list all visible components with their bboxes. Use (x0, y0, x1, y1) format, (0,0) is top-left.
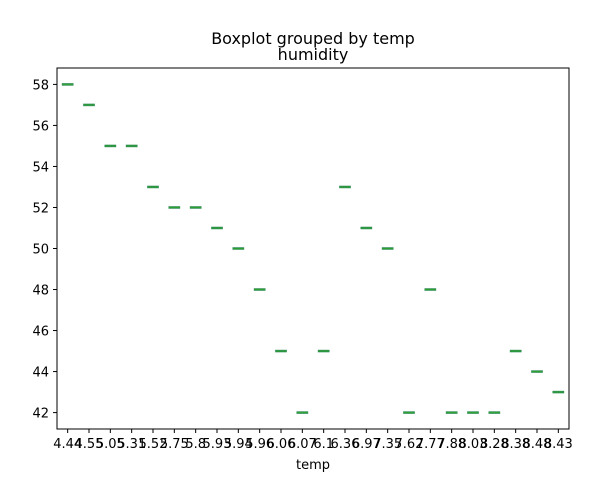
y-tick-label: 48 (32, 284, 49, 299)
y-tick-label: 58 (32, 78, 49, 93)
x-tick-label: 7.62 (395, 437, 424, 452)
x-tick-label: 5.31 (117, 437, 146, 452)
x-tick-label: 5.8 (185, 437, 206, 452)
chart-suptitle: Boxplot grouped by temp (211, 29, 415, 48)
y-tick-label: 42 (32, 407, 49, 422)
x-axis-label: temp (296, 458, 330, 473)
x-tick-label: 5.52 (139, 437, 168, 452)
x-tick-label: 6.06 (267, 437, 296, 452)
x-tick-label: 4.55 (75, 437, 104, 452)
x-tick-label: 5.05 (96, 437, 125, 452)
x-tick-label: 5.75 (160, 437, 189, 452)
x-tick-label: 6.1 (313, 437, 334, 452)
plot-frame (56, 67, 570, 430)
x-tick-label: 7.35 (373, 437, 402, 452)
x-tick-label: 7.77 (416, 437, 445, 452)
y-tick-label: 50 (32, 243, 49, 258)
x-tick-label: 5.94 (224, 437, 253, 452)
y-tick-label: 52 (32, 201, 49, 216)
x-tick-label: 8.48 (523, 437, 552, 452)
x-tick-label: 7.88 (437, 437, 466, 452)
x-tick-label: 5.93 (203, 437, 232, 452)
y-tick-label: 46 (32, 325, 49, 340)
chart-title: humidity (278, 45, 349, 64)
x-tick-label: 6.36 (331, 437, 360, 452)
x-tick-label: 8.03 (459, 437, 488, 452)
x-tick-label: 4.44 (53, 437, 82, 452)
x-tick-label: 6.97 (352, 437, 381, 452)
chart-marks (61, 83, 565, 414)
x-tick-label: 6.07 (288, 437, 317, 452)
y-tick-label: 54 (32, 160, 49, 175)
x-tick-label: 8.28 (480, 437, 509, 452)
x-tick-label: 5.96 (245, 437, 274, 452)
x-tick-label: 8.43 (544, 437, 573, 452)
y-tick-label: 56 (32, 119, 49, 134)
x-axis: 4.444.555.055.315.525.755.85.935.945.966… (53, 429, 573, 452)
y-axis: 42 44 46 48 50 52 54 56 58 (32, 78, 57, 422)
x-tick-label: 8.38 (501, 437, 530, 452)
y-tick-label: 44 (32, 366, 49, 381)
